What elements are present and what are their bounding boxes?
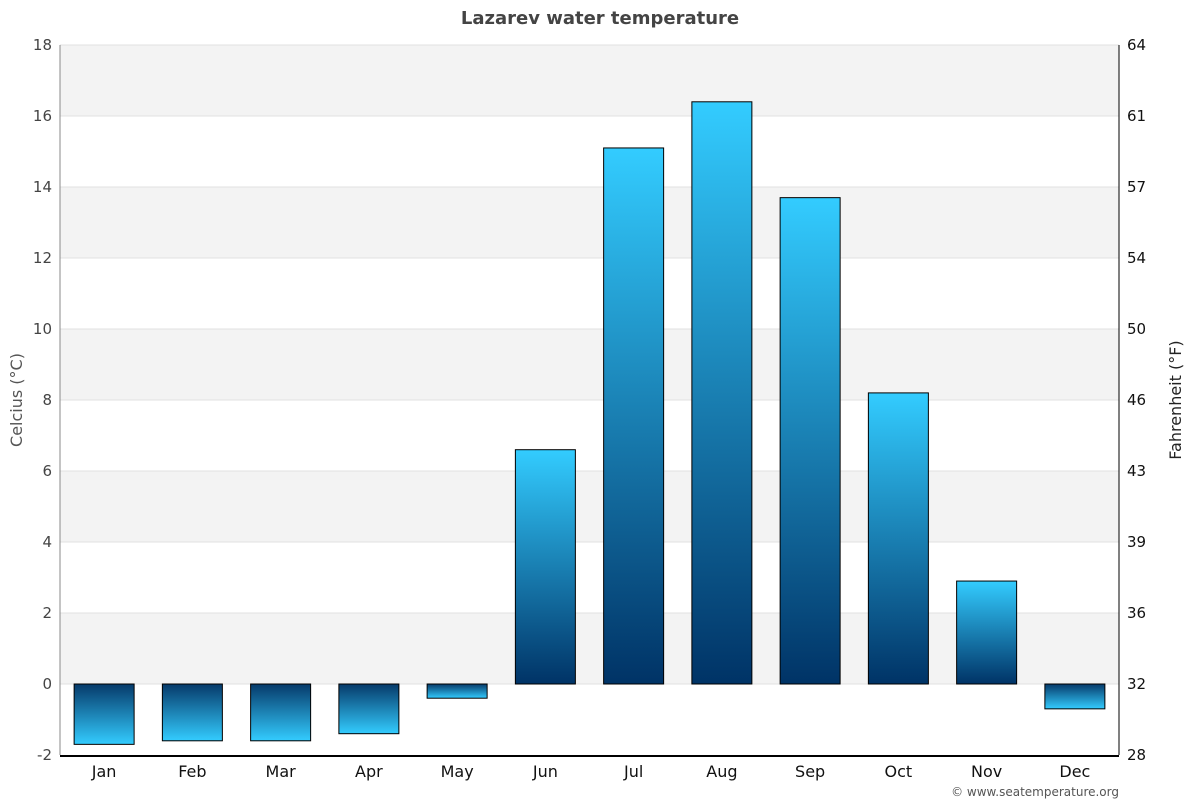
y-tick-label: 18 bbox=[33, 36, 52, 54]
bar-dec[interactable] bbox=[1044, 683, 1106, 710]
y-tick-label-right: 46 bbox=[1127, 391, 1146, 409]
x-tick-label: Sep bbox=[795, 762, 825, 781]
y-axis-label-right: Fahrenheit (°F) bbox=[1166, 340, 1185, 459]
y-tick-label-right: 32 bbox=[1127, 675, 1146, 693]
bar-feb[interactable] bbox=[161, 683, 223, 742]
bar-aug[interactable] bbox=[691, 101, 753, 685]
bar-sep[interactable] bbox=[779, 197, 841, 685]
x-tick-label: Jun bbox=[532, 762, 558, 781]
y-tick-label-right: 36 bbox=[1127, 604, 1146, 622]
y-tick-label: 16 bbox=[33, 107, 52, 125]
bar-jul[interactable] bbox=[603, 147, 665, 685]
chart-title: Lazarev water temperature bbox=[461, 8, 739, 29]
x-tick-label: Jan bbox=[91, 762, 117, 781]
x-tick-label: May bbox=[441, 762, 474, 781]
y-tick-label: 6 bbox=[42, 462, 52, 480]
grid-band bbox=[60, 471, 1119, 542]
y-tick-label-right: 39 bbox=[1127, 533, 1146, 551]
bar-oct[interactable] bbox=[867, 392, 929, 685]
grid-band bbox=[60, 329, 1119, 400]
y-tick-label-right: 64 bbox=[1127, 36, 1146, 54]
y-tick-label: -2 bbox=[37, 746, 52, 764]
x-tick-label: Feb bbox=[178, 762, 206, 781]
bar-nov[interactable] bbox=[956, 580, 1018, 685]
x-tick-label: Aug bbox=[706, 762, 737, 781]
y-tick-label-right: 57 bbox=[1127, 178, 1146, 196]
y-tick-label-right: 28 bbox=[1127, 746, 1146, 764]
y-tick-label-right: 54 bbox=[1127, 249, 1146, 267]
y-tick-label: 0 bbox=[42, 675, 52, 693]
y-tick-label-right: 61 bbox=[1127, 107, 1146, 125]
grid-band bbox=[60, 613, 1119, 684]
x-tick-label: Nov bbox=[971, 762, 1002, 781]
y-tick-label: 8 bbox=[42, 391, 52, 409]
x-tick-label: Dec bbox=[1059, 762, 1090, 781]
x-tick-label: Oct bbox=[885, 762, 913, 781]
y-tick-label-right: 43 bbox=[1127, 462, 1146, 480]
bar-jun[interactable] bbox=[514, 449, 576, 685]
bar-mar[interactable] bbox=[250, 683, 312, 742]
y-tick-label-right: 50 bbox=[1127, 320, 1146, 338]
grid-band bbox=[60, 187, 1119, 258]
x-tick-label: Mar bbox=[266, 762, 297, 781]
grid-band bbox=[60, 45, 1119, 116]
y-tick-label: 10 bbox=[33, 320, 52, 338]
x-tick-label: Jul bbox=[623, 762, 643, 781]
bar-apr[interactable] bbox=[338, 683, 400, 735]
x-tick-label: Apr bbox=[355, 762, 383, 781]
y-axis-label-left: Celcius (°C) bbox=[7, 353, 26, 447]
y-tick-label: 4 bbox=[42, 533, 52, 551]
y-tick-label: 12 bbox=[33, 249, 52, 267]
footer-credit: © www.seatemperature.org bbox=[951, 785, 1119, 799]
y-tick-label: 2 bbox=[42, 604, 52, 622]
bar-jan[interactable] bbox=[73, 683, 135, 745]
bar-may[interactable] bbox=[426, 683, 488, 699]
y-tick-label: 14 bbox=[33, 178, 52, 196]
